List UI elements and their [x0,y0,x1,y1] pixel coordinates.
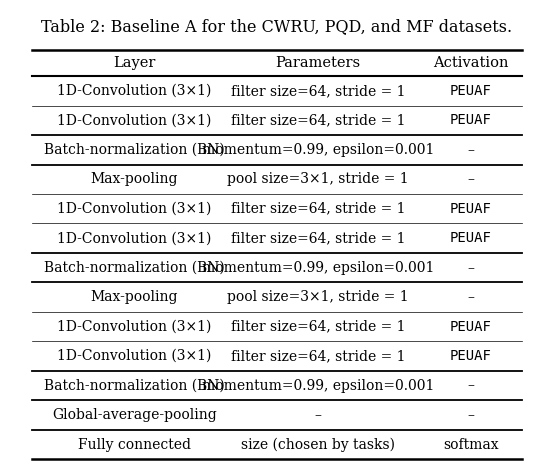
Text: softmax: softmax [443,438,499,452]
Text: 1D-Convolution (3×1): 1D-Convolution (3×1) [57,202,212,216]
Text: Table 2: Baseline A for the CWRU, PQD, and MF datasets.: Table 2: Baseline A for the CWRU, PQD, a… [42,18,512,35]
Text: 1D-Convolution (3×1): 1D-Convolution (3×1) [57,349,212,363]
Text: 1D-Convolution (3×1): 1D-Convolution (3×1) [57,113,212,127]
Text: momentum=0.99, epsilon=0.001: momentum=0.99, epsilon=0.001 [202,143,434,157]
Text: Batch-normalization (BN): Batch-normalization (BN) [44,379,225,392]
Text: –: – [467,143,474,157]
Text: Max-pooling: Max-pooling [91,172,178,186]
Text: Activation: Activation [433,56,509,70]
Text: filter size=64, stride = 1: filter size=64, stride = 1 [230,202,405,216]
Text: 1D-Convolution (3×1): 1D-Convolution (3×1) [57,320,212,334]
Text: momentum=0.99, epsilon=0.001: momentum=0.99, epsilon=0.001 [202,261,434,274]
Text: PEUAF: PEUAF [450,231,491,245]
Text: pool size=3×1, stride = 1: pool size=3×1, stride = 1 [227,172,408,186]
Text: pool size=3×1, stride = 1: pool size=3×1, stride = 1 [227,290,408,304]
Text: PEUAF: PEUAF [450,320,491,334]
Text: filter size=64, stride = 1: filter size=64, stride = 1 [230,349,405,363]
Text: PEUAF: PEUAF [450,202,491,216]
Text: momentum=0.99, epsilon=0.001: momentum=0.99, epsilon=0.001 [202,379,434,392]
Text: size (chosen by tasks): size (chosen by tasks) [241,438,395,452]
Text: filter size=64, stride = 1: filter size=64, stride = 1 [230,113,405,127]
Text: 1D-Convolution (3×1): 1D-Convolution (3×1) [57,231,212,245]
Text: Batch-normalization (BN): Batch-normalization (BN) [44,261,225,274]
Text: Parameters: Parameters [275,56,360,70]
Text: –: – [467,290,474,304]
Text: filter size=64, stride = 1: filter size=64, stride = 1 [230,231,405,245]
Text: 1D-Convolution (3×1): 1D-Convolution (3×1) [57,84,212,98]
Text: –: – [467,261,474,274]
Text: –: – [314,408,321,422]
Text: Global-average-pooling: Global-average-pooling [52,408,217,422]
Text: –: – [467,408,474,422]
Text: filter size=64, stride = 1: filter size=64, stride = 1 [230,84,405,98]
Text: PEUAF: PEUAF [450,349,491,363]
Text: Batch-normalization (BN): Batch-normalization (BN) [44,143,225,157]
Text: Fully connected: Fully connected [78,438,191,452]
Text: filter size=64, stride = 1: filter size=64, stride = 1 [230,320,405,334]
Text: –: – [467,379,474,392]
Text: –: – [467,172,474,186]
Text: PEUAF: PEUAF [450,113,491,127]
Text: Max-pooling: Max-pooling [91,290,178,304]
Text: Layer: Layer [113,56,156,70]
Text: PEUAF: PEUAF [450,84,491,98]
